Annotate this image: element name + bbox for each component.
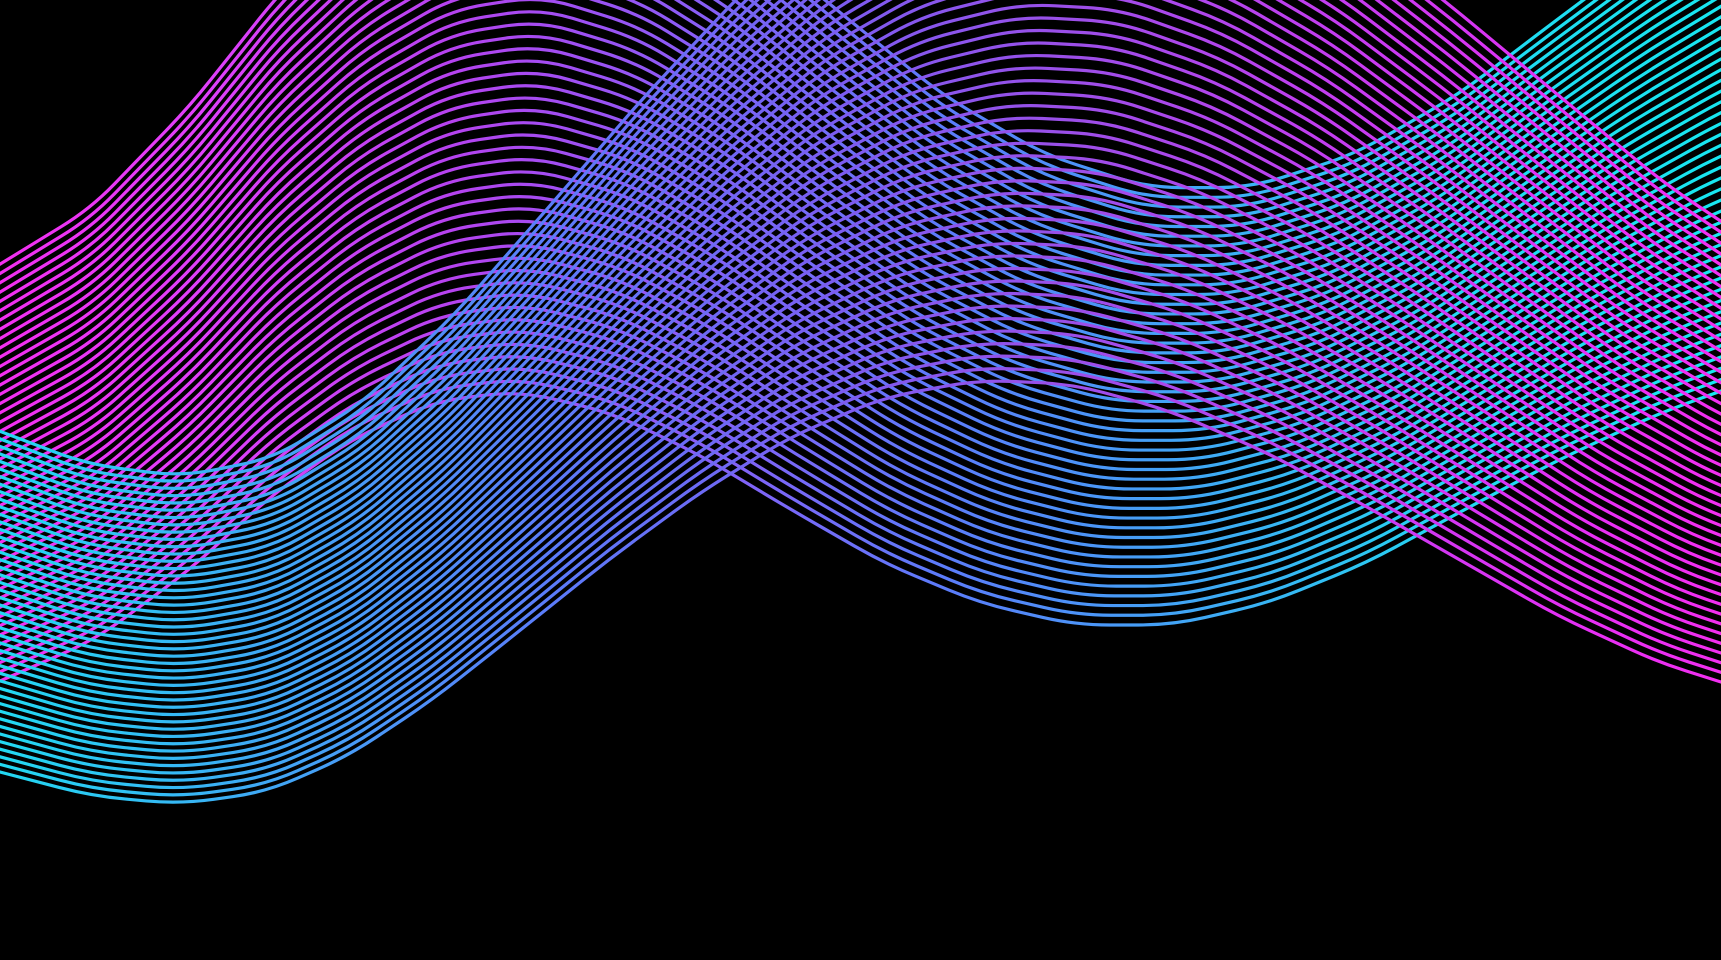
wave-curve xyxy=(0,169,1721,517)
wave-curve xyxy=(0,0,1721,547)
wave-curve xyxy=(0,106,1721,642)
wave-curve xyxy=(0,231,1721,715)
wave-curve xyxy=(0,356,1721,787)
wave-curve xyxy=(0,93,1721,634)
wave-curve xyxy=(0,281,1721,744)
wave-curve xyxy=(0,344,1721,781)
wave-curve xyxy=(0,193,1721,692)
wave-curve xyxy=(0,0,1721,561)
wave-curve xyxy=(0,0,1721,518)
wave-curve xyxy=(0,0,1721,510)
wave-curve xyxy=(0,0,1721,488)
wave-curve xyxy=(0,30,1721,597)
wave-curve xyxy=(0,68,1721,620)
wave-curve xyxy=(0,194,1721,536)
wave-curve xyxy=(0,156,1721,671)
wave-curve xyxy=(0,144,1721,499)
wave-curve xyxy=(0,33,1721,417)
wave-curve xyxy=(0,0,1721,539)
wave-curve xyxy=(0,391,1721,681)
wave-curve xyxy=(0,45,1721,426)
wave-curve xyxy=(0,0,1721,363)
wave-curve xyxy=(0,0,1721,525)
wave-curve xyxy=(0,5,1721,583)
wave-curve xyxy=(0,131,1721,656)
wave-curve xyxy=(0,268,1721,590)
wave-curve xyxy=(0,58,1721,436)
wave-curve xyxy=(0,43,1721,605)
wave-curve xyxy=(0,0,1721,481)
wave-curve xyxy=(0,206,1721,545)
wave-curve xyxy=(0,132,1721,490)
wave-curve xyxy=(0,0,1721,554)
wave-curve xyxy=(0,256,1721,729)
wave-curve xyxy=(0,81,1721,627)
wave-curve xyxy=(0,306,1721,758)
wave-curve xyxy=(0,118,1721,649)
wave-curve xyxy=(0,280,1721,599)
curve-family-cyan xyxy=(0,0,1721,802)
wave-curve xyxy=(0,56,1721,613)
wave-curve xyxy=(0,157,1721,509)
wave-curve xyxy=(0,319,1721,766)
wave-curve xyxy=(0,18,1721,591)
wave-curve xyxy=(0,0,1721,569)
wave-curve xyxy=(0,0,1721,372)
wave-curve xyxy=(0,0,1721,503)
wave-curve xyxy=(0,206,1721,700)
curve-family-magenta xyxy=(0,0,1721,681)
wave-curve xyxy=(0,0,1721,496)
wave-curve xyxy=(0,181,1721,526)
wave-curve xyxy=(0,0,1721,474)
wave-curve xyxy=(0,255,1721,581)
wave-curve xyxy=(0,120,1721,481)
wave-curve xyxy=(0,181,1721,686)
wave-curve xyxy=(0,294,1721,752)
wave-curve xyxy=(0,0,1721,381)
wave-curve xyxy=(0,381,1721,802)
wave-curve xyxy=(0,243,1721,721)
wave-curve xyxy=(0,369,1721,795)
wave-curve xyxy=(0,0,1721,576)
wave-curve xyxy=(0,0,1721,281)
wave-curve xyxy=(0,331,1721,773)
wave-curve xyxy=(0,0,1721,532)
wave-curve xyxy=(0,168,1721,678)
wave-curve xyxy=(0,218,1721,707)
wave-curve xyxy=(0,268,1721,736)
wave-curve xyxy=(0,143,1721,663)
wave-curve xyxy=(0,70,1721,444)
wave-curve xyxy=(0,0,1721,272)
